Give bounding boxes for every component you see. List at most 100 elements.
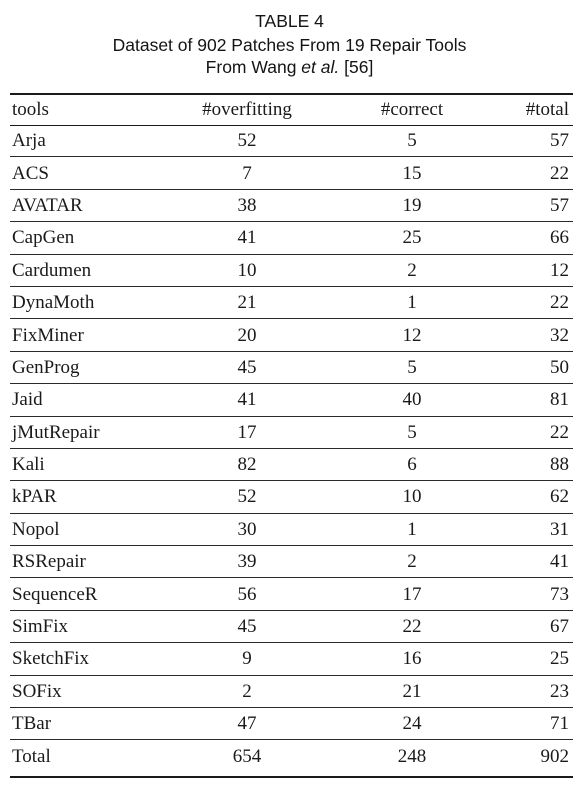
data-table: tools #overfitting #correct #total Arja 5… bbox=[10, 95, 573, 772]
cell-tool: FixMiner bbox=[10, 318, 152, 352]
cell-overfitting: 21 bbox=[152, 286, 342, 320]
cell-overfitting: 52 bbox=[152, 125, 342, 158]
cell-overfitting: 52 bbox=[152, 480, 342, 514]
cell-tool: Nopol bbox=[10, 513, 152, 547]
cell-correct: 6 bbox=[342, 448, 482, 482]
cell-correct: 19 bbox=[342, 189, 482, 223]
cell-correct: 2 bbox=[342, 254, 482, 287]
cell-overfitting: 30 bbox=[152, 513, 342, 547]
col-header-tools: tools bbox=[12, 99, 49, 120]
cell-tool: kPAR bbox=[10, 480, 152, 514]
cell-correct: 1 bbox=[342, 286, 482, 320]
cell-total: 50 bbox=[482, 351, 573, 385]
cell-correct: 15 bbox=[342, 156, 482, 190]
table-row: Arja 52 5 57 bbox=[10, 125, 573, 158]
total-cell-total: 902 bbox=[482, 739, 573, 772]
cell-tool: GenProg bbox=[10, 351, 152, 385]
cell-correct: 2 bbox=[342, 545, 482, 579]
table-row: SequenceR 56 17 73 bbox=[10, 577, 573, 611]
cell-correct: 1 bbox=[342, 513, 482, 547]
cell-correct: 12 bbox=[342, 318, 482, 352]
cell-correct: 5 bbox=[342, 351, 482, 385]
cell-overfitting: 45 bbox=[152, 351, 342, 385]
cell-correct: 25 bbox=[342, 221, 482, 255]
cell-tool: SequenceR bbox=[10, 577, 152, 611]
table-row: SimFix 45 22 67 bbox=[10, 610, 573, 644]
cell-overfitting: 47 bbox=[152, 707, 342, 741]
cell-correct: 21 bbox=[342, 675, 482, 709]
cell-tool: TBar bbox=[10, 707, 152, 741]
cell-tool: AVATAR bbox=[10, 189, 152, 223]
table-title: Dataset of 902 Patches From 19 Repair To… bbox=[112, 35, 467, 55]
cell-tool: SimFix bbox=[10, 610, 152, 644]
cell-overfitting: 45 bbox=[152, 610, 342, 644]
cell-total: 22 bbox=[482, 416, 573, 449]
source-prefix: From Wang bbox=[205, 57, 302, 77]
table-row: GenProg 45 5 50 bbox=[10, 351, 573, 385]
source-etal: et al. bbox=[301, 57, 340, 77]
cell-tool: Jaid bbox=[10, 383, 152, 417]
top-rule bbox=[10, 93, 573, 95]
cell-overfitting: 2 bbox=[152, 675, 342, 709]
table-row: DynaMoth 21 1 22 bbox=[10, 286, 573, 320]
cell-total: 71 bbox=[482, 707, 573, 741]
cell-tool: Arja bbox=[10, 125, 152, 158]
table-row: Jaid 41 40 81 bbox=[10, 383, 573, 417]
cell-tool: DynaMoth bbox=[10, 286, 152, 320]
source-ref: [56] bbox=[339, 57, 374, 77]
cell-total: 22 bbox=[482, 286, 573, 320]
cell-correct: 24 bbox=[342, 707, 482, 741]
table-row: RSRepair 39 2 41 bbox=[10, 545, 573, 579]
cell-correct: 17 bbox=[342, 577, 482, 611]
cell-total: 31 bbox=[482, 513, 573, 547]
cell-overfitting: 41 bbox=[152, 383, 342, 417]
table-row: TBar 47 24 71 bbox=[10, 707, 573, 741]
cell-correct: 40 bbox=[342, 383, 482, 417]
cell-correct: 5 bbox=[342, 416, 482, 449]
cell-total: 32 bbox=[482, 318, 573, 352]
cell-tool: SOFix bbox=[10, 675, 152, 709]
table-row: AVATAR 38 19 57 bbox=[10, 189, 573, 223]
cell-overfitting: 7 bbox=[152, 156, 342, 190]
table-row: FixMiner 20 12 32 bbox=[10, 318, 573, 352]
total-cell-correct: 248 bbox=[342, 739, 482, 772]
table-row: SOFix 2 21 23 bbox=[10, 675, 573, 709]
table-row: Cardumen 10 2 12 bbox=[10, 254, 573, 287]
total-cell-tool: Total bbox=[10, 739, 152, 772]
cell-total: 88 bbox=[482, 448, 573, 482]
cell-correct: 5 bbox=[342, 125, 482, 158]
cell-tool: CapGen bbox=[10, 221, 152, 255]
cell-overfitting: 17 bbox=[152, 416, 342, 449]
cell-overfitting: 10 bbox=[152, 254, 342, 287]
table-source: From Wang et al. [56] bbox=[0, 56, 579, 78]
cell-total: 22 bbox=[482, 156, 573, 190]
total-row: Total 654 248 902 bbox=[10, 739, 573, 772]
cell-overfitting: 82 bbox=[152, 448, 342, 482]
table-row: kPAR 52 10 62 bbox=[10, 480, 573, 514]
col-header-overfitting: #overfitting bbox=[202, 99, 292, 120]
cell-total: 12 bbox=[482, 254, 573, 287]
cell-overfitting: 9 bbox=[152, 642, 342, 676]
table-row: CapGen 41 25 66 bbox=[10, 221, 573, 255]
cell-total: 25 bbox=[482, 642, 573, 676]
cell-correct: 16 bbox=[342, 642, 482, 676]
cell-total: 57 bbox=[482, 125, 573, 158]
col-header-total: #total bbox=[525, 99, 569, 120]
cell-overfitting: 39 bbox=[152, 545, 342, 579]
col-header-correct: #correct bbox=[380, 99, 444, 120]
cell-tool: ACS bbox=[10, 156, 152, 190]
cell-total: 73 bbox=[482, 577, 573, 611]
cell-tool: Kali bbox=[10, 448, 152, 482]
cell-overfitting: 41 bbox=[152, 221, 342, 255]
table-row: Nopol 30 1 31 bbox=[10, 513, 573, 547]
cell-overfitting: 56 bbox=[152, 577, 342, 611]
cell-total: 62 bbox=[482, 480, 573, 514]
cell-tool: SketchFix bbox=[10, 642, 152, 676]
cell-total: 23 bbox=[482, 675, 573, 709]
cell-overfitting: 38 bbox=[152, 189, 342, 223]
table-row: jMutRepair 17 5 22 bbox=[10, 416, 573, 449]
table-row: ACS 7 15 22 bbox=[10, 156, 573, 190]
cell-tool: Cardumen bbox=[10, 254, 152, 287]
cell-correct: 22 bbox=[342, 610, 482, 644]
table-label: TABLE 4 bbox=[255, 11, 324, 31]
